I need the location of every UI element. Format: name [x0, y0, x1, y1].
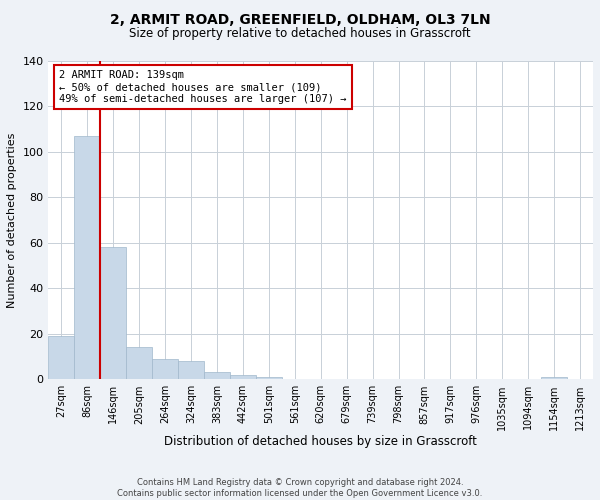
Text: 2 ARMIT ROAD: 139sqm
← 50% of detached houses are smaller (109)
49% of semi-deta: 2 ARMIT ROAD: 139sqm ← 50% of detached h…	[59, 70, 347, 104]
Text: Contains HM Land Registry data © Crown copyright and database right 2024.
Contai: Contains HM Land Registry data © Crown c…	[118, 478, 482, 498]
Bar	[74, 136, 100, 380]
Y-axis label: Number of detached properties: Number of detached properties	[7, 132, 17, 308]
Bar	[178, 361, 204, 380]
Bar	[152, 359, 178, 380]
Text: Size of property relative to detached houses in Grasscroft: Size of property relative to detached ho…	[129, 28, 471, 40]
Bar	[230, 374, 256, 380]
Bar	[204, 372, 230, 380]
Bar	[49, 336, 74, 380]
Bar	[100, 248, 126, 380]
Bar	[126, 348, 152, 380]
Bar	[541, 377, 567, 380]
Bar	[256, 377, 282, 380]
X-axis label: Distribution of detached houses by size in Grasscroft: Distribution of detached houses by size …	[164, 435, 477, 448]
Text: 2, ARMIT ROAD, GREENFIELD, OLDHAM, OL3 7LN: 2, ARMIT ROAD, GREENFIELD, OLDHAM, OL3 7…	[110, 12, 490, 26]
